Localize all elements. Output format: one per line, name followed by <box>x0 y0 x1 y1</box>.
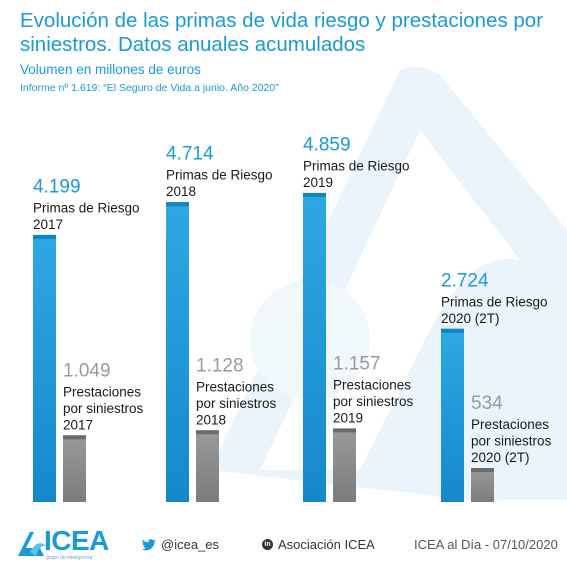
value-label-prestaciones-2020-2t-: 534 <box>471 393 503 414</box>
icea-logo-subtitle: grupo de inteligencia <box>46 555 93 561</box>
bar-cap-prestaciones-2020-2t- <box>471 468 494 473</box>
bar-label-prestaciones-2019-line2: por siniestros <box>333 394 414 409</box>
twitter-handle: @icea_es <box>161 537 220 552</box>
publication-date: ICEA al Día - 07/10/2020 <box>414 537 558 552</box>
bar-label-prestaciones-2017-line3: 2017 <box>63 417 93 432</box>
bar-primas-2019 <box>303 192 326 503</box>
bar-label-primas-2018-line1: Primas de Riesgo <box>166 168 273 183</box>
twitter-icon <box>142 538 156 550</box>
bar-primas-2018 <box>166 202 189 502</box>
bar-cap-prestaciones-2017 <box>63 435 86 440</box>
labels-layer: 4.199 Primas de Riesgo 2017 4.714 Primas de … <box>33 134 552 465</box>
bar-label-prestaciones-2017-line2: por siniestros <box>63 401 144 416</box>
icea-logo[interactable]: ICEA grupo de inteligencia <box>14 524 124 564</box>
bar-primas-2017 <box>33 234 56 502</box>
bar-cap-primas-2018 <box>166 202 189 207</box>
bar-label-prestaciones-2018-line3: 2018 <box>196 412 226 427</box>
bar-label-prestaciones-2020-2t--line2: por siniestros <box>471 434 552 449</box>
bar-label-primas-2017-line1: Primas de Riesgo <box>33 200 140 215</box>
bars-layer <box>33 192 494 503</box>
twitter-link[interactable]: @icea_es <box>142 537 219 552</box>
bar-prestaciones-2020-2t- <box>471 468 494 502</box>
value-label-primas-2020-2t-: 2.724 <box>441 270 489 291</box>
linkedin-name: Asociación ICEA <box>278 537 375 552</box>
linkedin-icon: in <box>262 539 273 550</box>
bar-label-prestaciones-2018-line2: por siniestros <box>196 396 277 411</box>
linkedin-link[interactable]: in Asociación ICEA <box>262 537 375 552</box>
bar-prestaciones-2017 <box>63 435 86 502</box>
chart-subtitle: Volumen en millones de euros <box>20 62 201 77</box>
bar-prestaciones-2018 <box>196 430 219 502</box>
bar-label-primas-2019-line2: 2019 <box>303 175 333 190</box>
value-label-primas-2019: 4.859 <box>303 134 351 155</box>
bar-label-prestaciones-2017-line1: Prestaciones <box>63 384 141 399</box>
bar-prestaciones-2019 <box>333 428 356 502</box>
bar-label-primas-2018-line2: 2018 <box>166 184 196 199</box>
icea-logo-icon <box>18 532 46 556</box>
chart-title: Evolución de las primas de vida riesgo y… <box>20 9 544 56</box>
bar-label-prestaciones-2020-2t--line3: 2020 (2T) <box>471 450 530 465</box>
bar-label-primas-2020-2t--line2: 2020 (2T) <box>441 311 500 326</box>
value-label-prestaciones-2017: 1.049 <box>63 360 111 381</box>
footer-bar: ICEA grupo de inteligencia @icea_es in A… <box>0 518 567 567</box>
value-label-prestaciones-2018: 1.128 <box>196 355 244 376</box>
bar-cap-prestaciones-2019 <box>333 428 356 433</box>
bar-cap-primas-2017 <box>33 234 56 239</box>
value-label-prestaciones-2019: 1.157 <box>333 353 381 374</box>
bar-cap-prestaciones-2018 <box>196 430 219 435</box>
bar-primas-2020-2t- <box>441 328 464 502</box>
bar-label-primas-2017-line2: 2017 <box>33 217 63 232</box>
bar-label-prestaciones-2020-2t--line1: Prestaciones <box>471 417 549 432</box>
bar-label-primas-2019-line1: Primas de Riesgo <box>303 158 410 173</box>
bar-label-prestaciones-2018-line1: Prestaciones <box>196 379 274 394</box>
chart-source: Informe nº 1.619: “El Seguro de Vida a j… <box>20 82 279 94</box>
icea-logo-text: ICEA <box>44 525 109 556</box>
bar-label-prestaciones-2019-line1: Prestaciones <box>333 377 411 392</box>
bar-label-prestaciones-2019-line3: 2019 <box>333 410 363 425</box>
bar-cap-primas-2019 <box>303 192 326 197</box>
value-label-primas-2017: 4.199 <box>33 176 81 197</box>
bar-label-primas-2020-2t--line1: Primas de Riesgo <box>441 294 548 309</box>
bar-cap-primas-2020-2t- <box>441 328 464 333</box>
value-label-primas-2018: 4.714 <box>166 144 214 165</box>
